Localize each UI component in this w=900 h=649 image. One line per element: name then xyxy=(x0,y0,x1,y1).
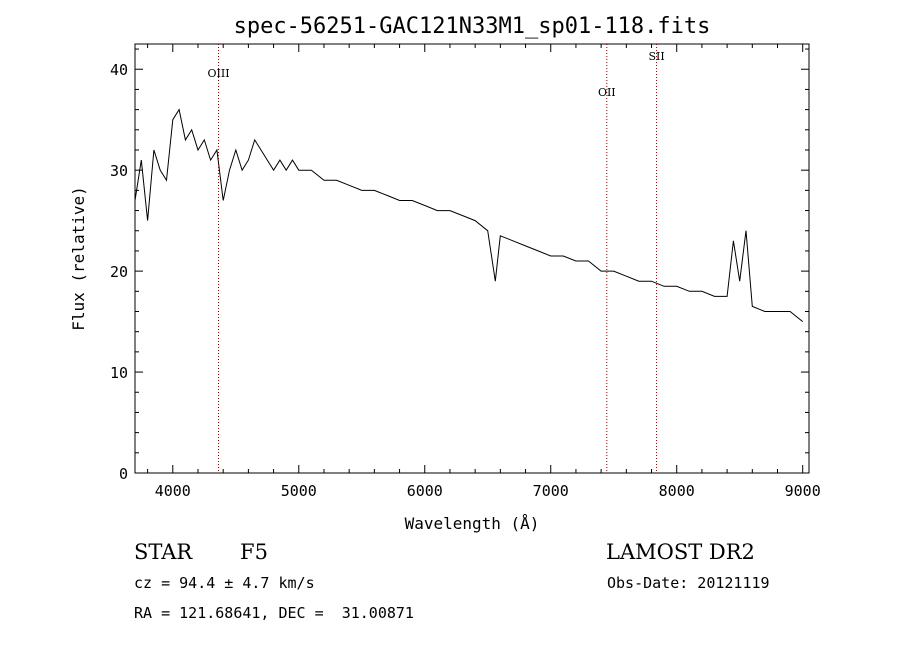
y-tick-label: 0 xyxy=(119,465,128,483)
subclass-label: F5 xyxy=(240,540,268,564)
y-tick-label: 20 xyxy=(110,263,128,281)
plot-frame xyxy=(134,43,810,474)
x-tick-label: 9000 xyxy=(785,482,821,500)
x-axis-label: Wavelength (Å) xyxy=(405,514,540,533)
x-tick-label: 8000 xyxy=(659,482,695,500)
y-tick-label: 10 xyxy=(110,364,128,382)
line-marker-label-sii: SII xyxy=(648,50,664,63)
survey-label: LAMOST DR2 xyxy=(606,540,755,564)
coordinates-label: RA = 121.68641, DEC = 31.00871 xyxy=(134,604,414,622)
object-class-label: STAR xyxy=(134,540,193,564)
line-marker-label-oiii: OIII xyxy=(207,67,229,80)
x-tick-label: 4000 xyxy=(155,482,191,500)
y-tick-label: 30 xyxy=(110,162,128,180)
x-tick-label: 7000 xyxy=(533,482,569,500)
chart-title: spec-56251-GAC121N33M1_sp01-118.fits xyxy=(234,14,711,39)
y-axis-label: Flux (relative) xyxy=(69,186,88,331)
redshift-label: cz = 94.4 ± 4.7 km/s xyxy=(134,574,315,592)
spectrum-series-line xyxy=(135,108,804,322)
y-tick-label: 40 xyxy=(110,61,128,79)
x-tick-label: 5000 xyxy=(281,482,317,500)
x-tick-label: 6000 xyxy=(407,482,443,500)
line-marker-label-oii: OII xyxy=(598,86,616,99)
obs-date-label: Obs-Date: 20121119 xyxy=(607,574,770,592)
